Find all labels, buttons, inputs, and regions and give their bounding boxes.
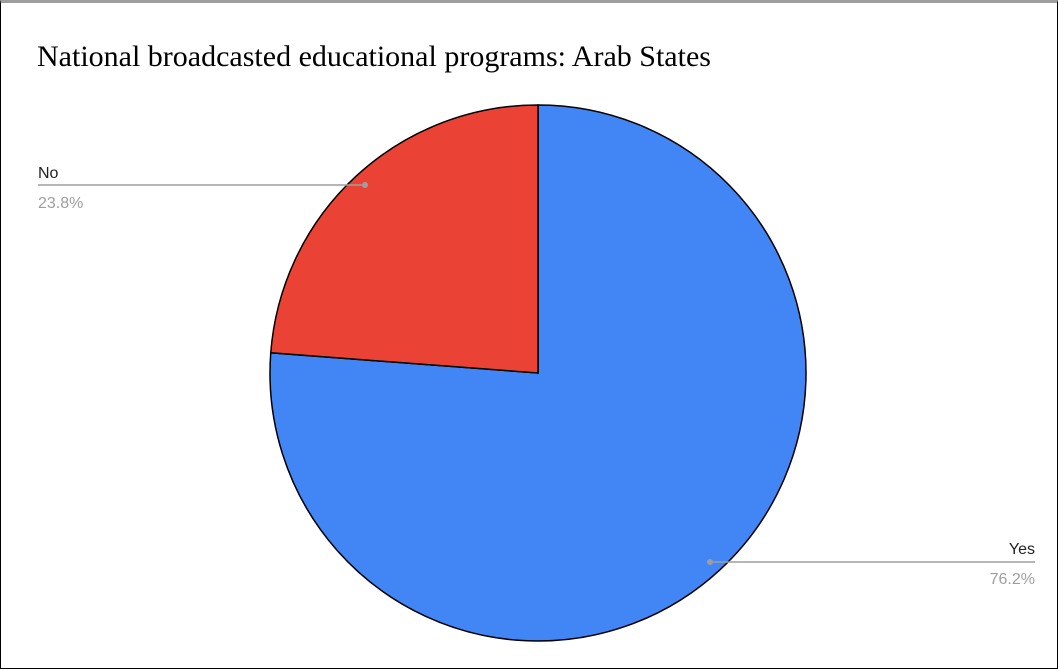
chart-title: National broadcasted educational program… <box>37 40 711 73</box>
slice-percent-yes: 76.2% <box>990 571 1035 588</box>
leader-dot-no <box>362 182 368 188</box>
slice-label-no: No <box>38 165 59 182</box>
slice-labels: Yes 76.2% No 23.8% <box>38 165 1035 588</box>
leader-dot-yes <box>707 559 713 565</box>
pie-slices <box>269 104 807 642</box>
slice-label-yes: Yes <box>1009 541 1035 558</box>
slice-percent-no: 23.8% <box>38 195 83 212</box>
leader-lines <box>38 182 1035 565</box>
pie-slice-no <box>269 104 539 374</box>
